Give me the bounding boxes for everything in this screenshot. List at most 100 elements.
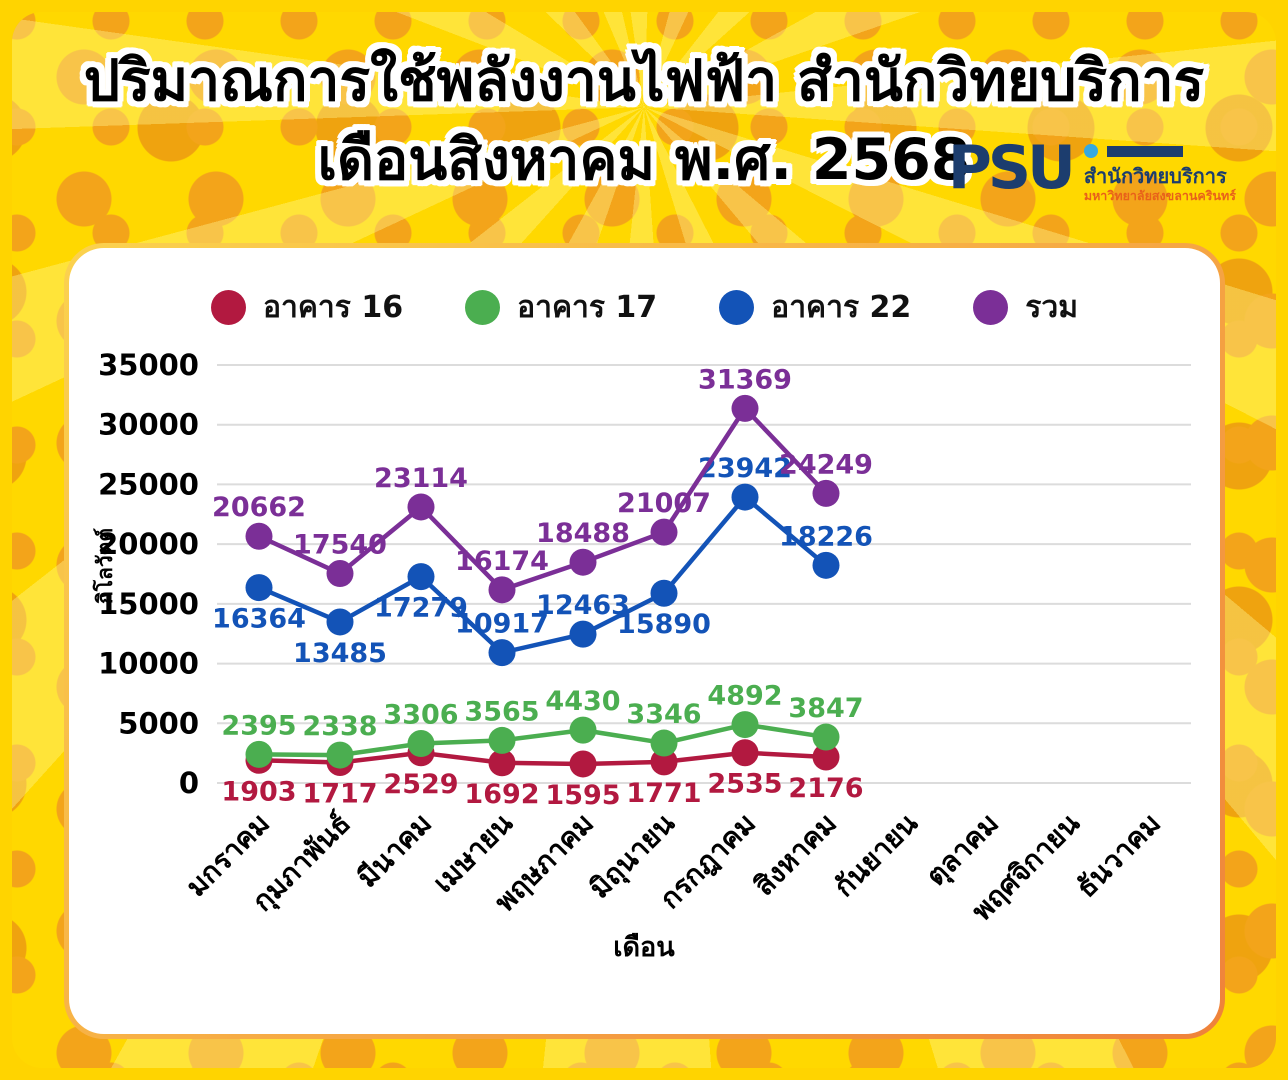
chart-legend: อาคาร 16 อาคาร 17 อาคาร 22 รวม: [69, 248, 1220, 338]
y-tick-label: 30000: [98, 408, 199, 442]
title-line-1: ปริมาณการใช้พลังงานไฟฟ้า สำนักวิทยบริการ: [83, 48, 1205, 114]
data-label: 17540: [293, 530, 387, 561]
legend-label: รวม: [1025, 289, 1078, 325]
logo-dot-icon: [1083, 144, 1098, 158]
data-point: [407, 563, 435, 591]
x-axis-ticks: มกราคมกุมภาพันธ์มีนาคมเมษายนพฤษภาคมมิถุน…: [180, 807, 1167, 928]
x-tick-label: สิงหาคม: [747, 807, 843, 903]
data-point: [650, 579, 678, 607]
data-label: 12463: [536, 590, 630, 621]
data-label: 18488: [536, 518, 630, 549]
data-label: 16174: [455, 546, 549, 577]
series-อาคาร 17: 2395 2338 3306 3565 4430 33464892 3847: [221, 681, 864, 769]
data-label: 1903: [221, 776, 296, 807]
gridlines: [217, 364, 1191, 784]
legend-label: อาคาร 16: [262, 289, 404, 325]
data-label: 1692: [464, 779, 539, 810]
data-point: [326, 741, 354, 769]
y-tick-label: 15000: [98, 587, 199, 621]
data-label: 2535: [707, 769, 782, 800]
psu-logo-text-block: สำนักวิทยบริการ มหาวิทยาลัยสงขลานครินทร์: [1083, 140, 1236, 204]
data-label: 13485: [293, 638, 387, 669]
psu-logo-acronym: PSU: [947, 133, 1076, 203]
x-tick-label: มีนาคม: [351, 807, 438, 894]
legend-label: อาคาร 17: [517, 289, 658, 325]
y-tick-label: 35000: [98, 348, 199, 382]
psu-logo-mark: [1083, 144, 1236, 158]
data-point: [245, 574, 273, 602]
data-label: 23114: [374, 463, 468, 494]
data-point: [488, 576, 516, 604]
x-tick-label: กันยายน: [827, 807, 924, 904]
logo-org-name: สำนักวิทยบริการ: [1083, 164, 1227, 188]
data-point: [488, 726, 516, 754]
data-point: [488, 639, 516, 667]
series-อาคาร 22: 1636413485172791091712463158902394218226: [212, 453, 873, 669]
data-label: 17279: [374, 593, 468, 624]
y-tick-label: 0: [179, 766, 199, 800]
data-point: [569, 620, 597, 648]
data-label: 2338: [302, 711, 377, 742]
data-point: [326, 560, 354, 588]
line-chart: 0 5000 10000 15000 20000 25000 30000 35000 มกราค…: [92, 348, 1191, 963]
data-label: 3306: [383, 700, 458, 731]
legend-item-3: อาคาร 22: [719, 284, 911, 331]
data-label: 15890: [617, 609, 711, 640]
data-label: 10917: [455, 609, 549, 640]
legend-swatch-icon: [719, 289, 755, 325]
data-point: [650, 729, 678, 757]
data-label: 4892: [707, 681, 782, 712]
data-label: 2529: [383, 769, 458, 800]
data-point: [569, 750, 597, 778]
legend-label: อาคาร 22: [771, 289, 912, 325]
chart-card: อาคาร 16 อาคาร 17 อาคาร 22 รวม 0 5000 10000 15…: [64, 243, 1225, 1039]
x-tick-label: ธันวาคม: [1069, 807, 1166, 904]
legend-item-2: อาคาร 17: [465, 284, 657, 331]
data-point: [731, 711, 759, 739]
data-label: 20662: [212, 492, 306, 523]
data-point: [812, 479, 840, 507]
data-point: [407, 493, 435, 521]
data-point: [812, 723, 840, 751]
data-label: 4430: [545, 686, 620, 717]
data-label: 21007: [617, 488, 711, 519]
chart-card-inner: อาคาร 16 อาคาร 17 อาคาร 22 รวม 0 5000 10000 15…: [69, 248, 1220, 1034]
y-tick-label: 10000: [98, 647, 199, 681]
data-point: [569, 716, 597, 744]
data-label: 31369: [698, 364, 792, 395]
legend-swatch-icon: [210, 289, 246, 325]
data-label: 16364: [212, 604, 306, 635]
y-axis-title: กิโลวัตต์: [92, 528, 117, 604]
series-line: [258, 750, 827, 767]
data-point: [488, 749, 516, 777]
poster-title: ปริมาณการใช้พลังงานไฟฟ้า สำนักวิทยบริการ…: [0, 44, 1288, 198]
data-label: 24249: [779, 449, 873, 480]
legend-item-4: รวม: [973, 284, 1078, 331]
logo-university-name: มหาวิทยาลัยสงขลานครินทร์: [1083, 188, 1236, 203]
data-point: [650, 748, 678, 776]
data-label: 1595: [545, 780, 620, 811]
series-อาคาร 16: 1903 1717 2529 1692 1595 1771 2535 2176: [221, 739, 864, 811]
y-tick-label: 25000: [98, 467, 199, 501]
data-point: [731, 739, 759, 767]
legend-swatch-icon: [465, 289, 501, 325]
y-axis-ticks: 0 5000 10000 15000 20000 25000 30000 35000: [98, 348, 199, 800]
data-label: 3565: [464, 696, 539, 727]
data-label: 2395: [221, 710, 296, 741]
data-point: [326, 608, 354, 636]
data-label: 3847: [788, 693, 863, 724]
data-label: 2176: [788, 773, 863, 804]
data-label: 1771: [626, 778, 701, 809]
title-line-2: เดือนสิงหาคม พ.ศ. 2568: [317, 127, 971, 194]
data-label: 1717: [302, 778, 377, 809]
y-tick-label: 5000: [118, 706, 199, 740]
data-point: [650, 518, 678, 546]
psu-logo: PSU สำนักวิทยบริการ มหาวิทยาลัยสงขลานคริ…: [947, 133, 1236, 204]
y-tick-label: 20000: [98, 527, 199, 561]
series-line: [258, 722, 827, 758]
data-point: [731, 483, 759, 511]
data-point: [245, 522, 273, 550]
data-label: 3346: [626, 699, 701, 730]
data-label: 18226: [779, 521, 873, 552]
